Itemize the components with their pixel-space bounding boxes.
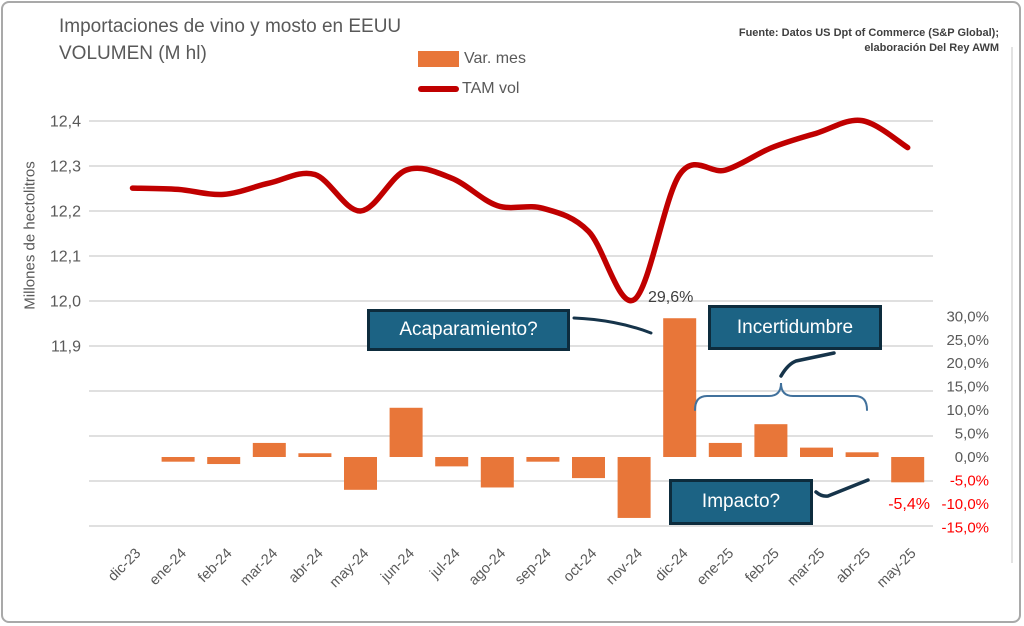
right-axis-tick: 20,0% [946, 355, 989, 372]
source-attribution: Fuente: Datos US Dpt of Commerce (S&P Gl… [739, 26, 999, 56]
acaparamiento-connector-line [572, 316, 653, 335]
x-axis-label: oct-24 [561, 546, 601, 586]
x-axis-label: dic-24 [652, 546, 691, 585]
x-axis-label: jun-24 [377, 546, 418, 587]
x-axis-label: nov-24 [603, 546, 646, 589]
x-axis-label: feb-24 [195, 546, 235, 586]
acaparamiento-annotation-box: Acaparamiento? [367, 309, 570, 351]
last-value-label: -5,4% [888, 496, 930, 513]
right-axis-tick: -10,0% [941, 496, 989, 513]
tam-vol-line [129, 117, 911, 304]
right-axis-tick: 0,0% [955, 449, 989, 466]
left-axis-tick: 12,0 [50, 294, 81, 311]
bar-mar-25 [800, 447, 833, 457]
bar-jun-24 [389, 407, 423, 457]
x-axis-label: abr-24 [286, 546, 327, 587]
right-axis-tick: -5,0% [950, 472, 989, 489]
right-axis-tick: 25,0% [946, 332, 989, 349]
left-axis-tick: 12,4 [50, 114, 81, 131]
impacto-annotation-box: Impacto? [669, 479, 813, 525]
bar-may-24 [344, 457, 377, 490]
bar-ene-24 [161, 457, 195, 462]
chart-title-line1: Importaciones de vino y mosto en EEUU [59, 16, 402, 37]
bar-ene-25 [708, 442, 742, 457]
bar-sep-24 [526, 457, 560, 462]
legend-item-var-mes: Var. mes [418, 48, 526, 70]
uncertainty-brace [694, 382, 868, 411]
x-axis-label: dic-23 [105, 546, 144, 585]
bar-nov-24 [617, 457, 651, 518]
bar-jul-24 [435, 457, 469, 467]
x-axis-label: feb-25 [742, 546, 782, 586]
bar-abr-25 [845, 452, 879, 457]
legend-label-var-mes: Var. mes [464, 50, 526, 67]
right-axis-tick: 15,0% [946, 379, 989, 396]
left-axis-tick: 12,2 [50, 204, 81, 221]
peak-value-label: 29,6% [648, 289, 694, 306]
x-axis-label: mar-25 [785, 546, 829, 590]
chart-title: Importaciones de vino y mosto en EEUU VO… [59, 13, 401, 67]
right-axis-tick: 5,0% [955, 426, 989, 443]
legend-label-tam-vol: TAM vol [462, 80, 520, 97]
source-line2: elaboración Del Rey AWM [864, 42, 999, 54]
legend-item-tam-vol: TAM vol [418, 78, 526, 100]
impacto-connector-line [814, 478, 870, 498]
bar-feb-24 [207, 457, 241, 465]
chart-plot-area: 12,4 12,3 12,2 12,1 12,0 11,9 30,0% 25,0% 20,0% 1… [50, 47, 1013, 592]
bar-abr-24 [298, 453, 332, 457]
bar-may-25 [891, 457, 925, 483]
chart-title-line2: VOLUMEN (M hl) [59, 43, 207, 64]
source-line1: Fuente: Datos US Dpt of Commerce (S&P Gl… [738, 27, 999, 39]
legend: Var. mes TAM vol [418, 48, 526, 108]
bar-series-swatch [418, 51, 459, 67]
incertidumbre-annotation-box: Incertidumbre [708, 305, 882, 350]
bar-ago-24 [480, 457, 514, 488]
line-series-swatch [418, 86, 459, 92]
x-axis-label: abr-25 [833, 546, 874, 587]
x-axis-label: jul-24 [426, 546, 463, 583]
incertidumbre-connector-line [779, 351, 836, 378]
left-axis-tick: 12,3 [50, 159, 81, 176]
x-axis-label: may-24 [327, 546, 373, 592]
right-axis-tick: -15,0% [941, 519, 989, 536]
x-axis-label: ene-24 [147, 546, 190, 589]
right-axis-tick: 10,0% [946, 402, 989, 419]
left-axis-tick: 12,1 [50, 249, 81, 266]
right-axis-tick: 30,0% [946, 308, 989, 325]
bar-oct-24 [572, 457, 605, 479]
x-axis-label: ene-25 [694, 546, 737, 589]
x-axis-label: ago-24 [466, 546, 509, 589]
bar-mar-24 [252, 442, 286, 457]
left-axis-tick: 11,9 [51, 339, 81, 356]
x-axis-label: may-25 [874, 546, 920, 592]
x-axis-label: sep-24 [512, 546, 555, 589]
bar-dic-24 [663, 318, 697, 457]
x-axis-label: mar-24 [237, 546, 281, 590]
bar-feb-25 [754, 424, 788, 457]
